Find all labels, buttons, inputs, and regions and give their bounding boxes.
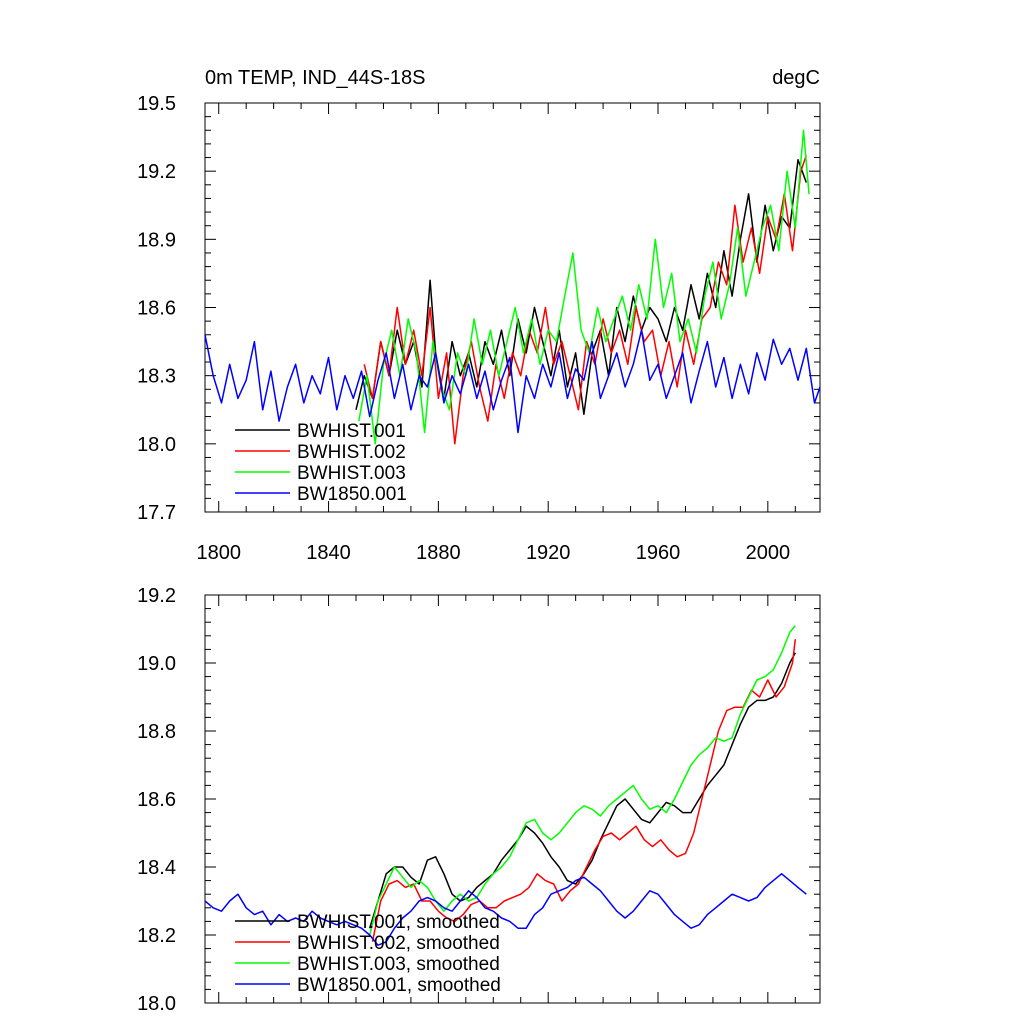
top-xtick-label: 1880: [416, 542, 461, 564]
bottom-ytick-label: 19.0: [137, 653, 176, 675]
top-ytick-label: 17.7: [137, 502, 176, 524]
top-legend-label: BWHIST.001: [297, 421, 406, 442]
top-series-line-bw1850-001: [204, 329, 821, 434]
bottom-series-line-bwhist-003-smoothed: [368, 625, 796, 936]
top-series-line-bwhist-003: [358, 129, 810, 445]
top-ytick-label: 18.0: [137, 434, 176, 456]
top-xtick-label: 1840: [306, 542, 351, 564]
top-ytick-label: 18.9: [137, 229, 176, 251]
top-xtick-label: 1960: [636, 542, 681, 564]
bottom-series-line-bwhist-001-smoothed: [368, 652, 796, 929]
top-legend-label: BWHIST.003: [297, 463, 406, 484]
bottom-legend-label: BWHIST.001, smoothed: [297, 912, 500, 933]
bottom-legend-label: BW1850.001, smoothed: [297, 975, 501, 996]
top-chart-title: 0m TEMP, IND_44S-18S: [205, 67, 425, 89]
bottom-ytick-label: 19.2: [137, 585, 176, 607]
top-xtick-label: 1800: [196, 542, 241, 564]
bottom-legend-label: BWHIST.002, smoothed: [297, 933, 500, 954]
bottom-legend-label: BWHIST.003, smoothed: [297, 954, 500, 975]
top-legend-label: BW1850.001: [297, 484, 407, 505]
bottom-ytick-label: 18.6: [137, 789, 176, 811]
top-series-line-bwhist-002: [363, 155, 808, 445]
bottom-ytick-label: 18.0: [137, 993, 176, 1015]
top-series-line-bwhist-001: [355, 159, 808, 416]
top-ytick-label: 18.6: [137, 298, 176, 320]
top-units-label: degC: [772, 67, 820, 89]
bottom-series-line-bwhist-002-smoothed: [371, 639, 797, 942]
top-ytick-label: 19.2: [137, 161, 176, 183]
bottom-ytick-label: 18.4: [137, 857, 176, 879]
bottom-ytick-label: 18.8: [137, 721, 176, 743]
top-xtick-label: 2000: [746, 542, 791, 564]
top-xtick-label: 1920: [526, 542, 571, 564]
top-ytick-label: 19.5: [137, 93, 176, 115]
bottom-series-line-bw1850-001-smoothed: [204, 873, 807, 946]
bottom-ytick-label: 18.2: [137, 925, 176, 947]
top-legend-label: BWHIST.002: [297, 442, 406, 463]
top-ytick-label: 18.3: [137, 366, 176, 388]
